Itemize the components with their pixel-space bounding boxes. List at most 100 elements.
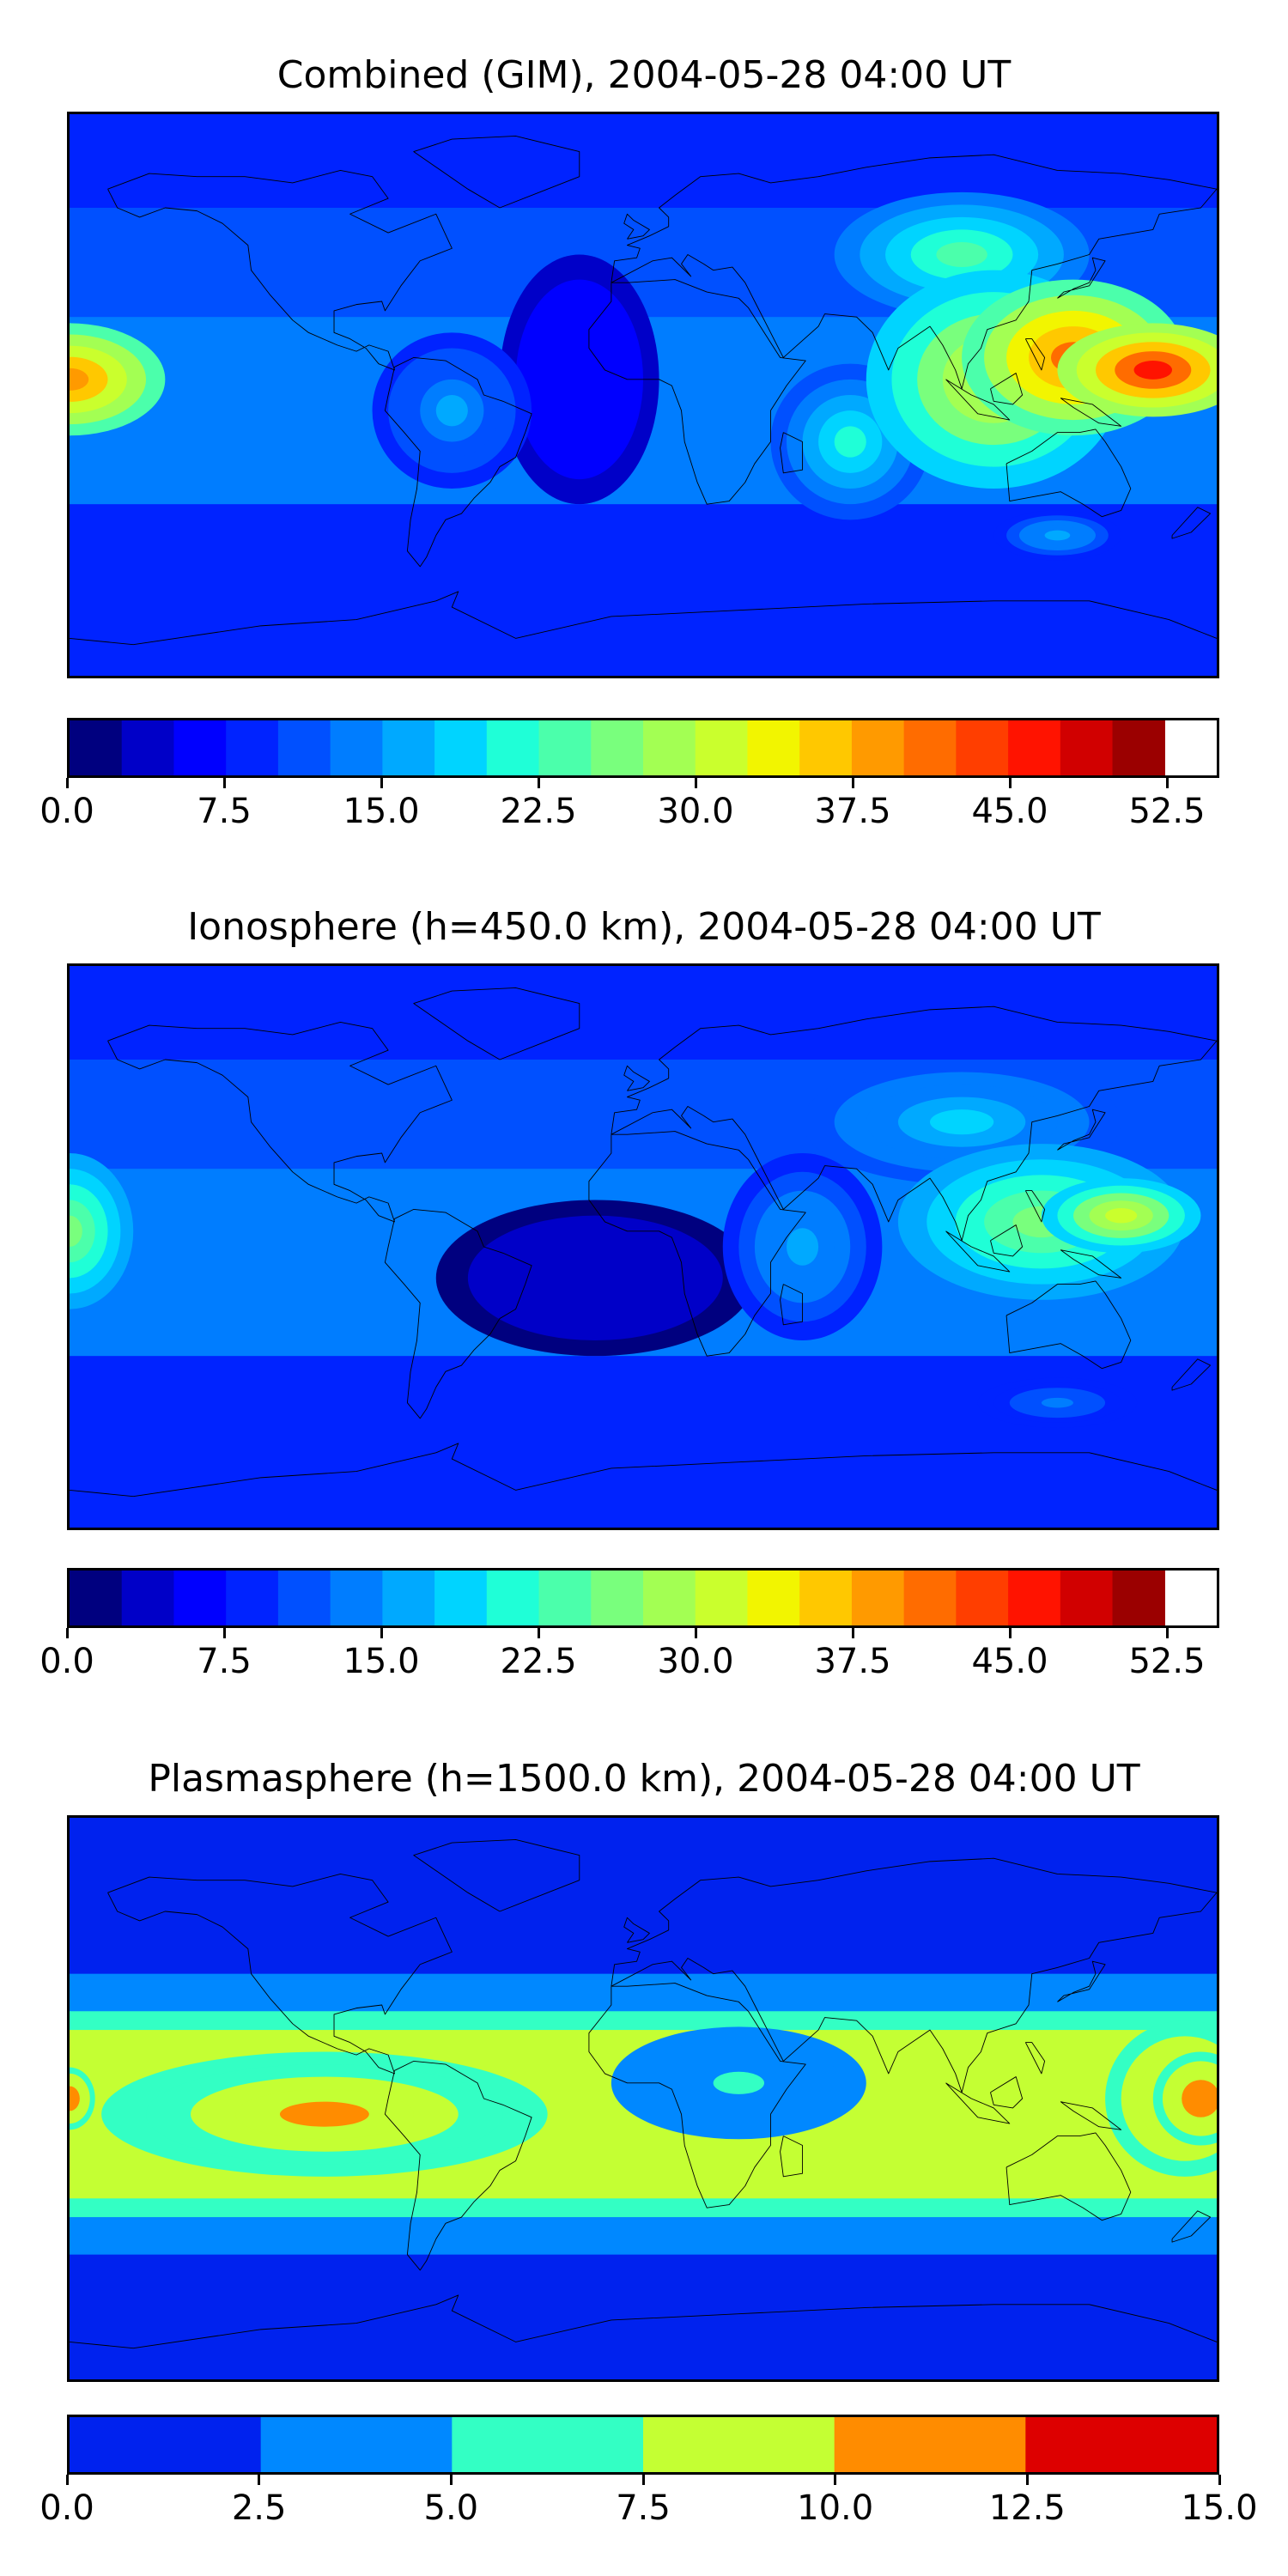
colorbar-tick-label: 30.0 [657,792,734,831]
colorbar-tick [222,1628,226,1638]
colorbar-swatch [747,1571,800,1625]
coastline [991,2077,1023,2108]
coastline [1060,398,1121,427]
colorbar-tick-label: 45.0 [971,792,1048,831]
coastline [781,1285,803,1325]
contour-fill [70,1215,82,1247]
chart-title: Combined (GIM), 2004-05-28 04:00 UT [276,53,1012,97]
colorbar-tick [851,778,854,788]
contour-fill [1044,530,1071,541]
colorbar-tick [694,778,697,788]
colorbar-swatch [173,1571,227,1625]
contour-fill [70,368,89,391]
colorbar-tick [380,1628,383,1638]
colorbar-tick-label: 5.0 [423,2488,479,2528]
colorbar-tick-label: 22.5 [500,792,577,831]
colorbar-swatch [226,1571,279,1625]
coastline [991,374,1023,404]
colorbar-ionosphere [67,1568,1219,1628]
colorbar-tick-label: 15.0 [343,1642,420,1681]
coastline [589,280,805,505]
coastline [1172,507,1211,538]
colorbar-tick [1165,1628,1169,1638]
colorbar-swatch [1025,2417,1217,2472]
contour-fill [834,426,866,458]
colorbar-tick [65,1628,69,1638]
colorbar-tick-label: 10.0 [797,2488,874,2528]
coastline [1006,1281,1131,1369]
coastline [108,1874,453,2074]
colorbar-tick-label: 37.5 [814,792,891,831]
colorbar-swatch [956,1571,1009,1625]
contour-fill [713,2071,765,2094]
colorbar-swatches [70,720,1165,775]
contour-fill [1191,2089,1211,2108]
colorbar-swatch [434,720,488,775]
coastline [781,2136,803,2177]
coastline [624,1066,650,1091]
coastline [1172,2211,1211,2242]
coastline [946,380,1010,420]
colorbar-swatch [903,1571,957,1625]
colorbar-tick-label: 2.5 [231,2488,287,2528]
coastline [611,1858,1217,2093]
tec-map [70,114,1217,676]
colorbar-tick-label: 52.5 [1128,1642,1206,1681]
colorbar-tick-label: 7.5 [197,1642,252,1681]
colorbar-swatch [851,1571,905,1625]
contour-fill [936,241,987,268]
colorbar-tick [65,778,69,788]
colorbar-swatch [486,1571,540,1625]
colorbar-tick-label: 0.0 [39,1642,94,1681]
coastline [1025,1191,1044,1222]
coastline [1025,339,1044,370]
coastline [385,2061,532,2269]
tec-map [70,1818,1217,2379]
colorbar-tick [1008,1628,1012,1638]
colorbar-tick [851,1628,854,1638]
colorbar-ticks: 0.0 7.5 15.0 22.5 30.0 37.5 45.0 52.5 [39,1628,1219,1681]
colorbar-tick-label: 0.0 [39,2488,94,2528]
colorbar-tick [380,778,383,788]
colorbar-tick [65,2475,69,2485]
colorbar-tick [222,778,226,788]
coastline [781,433,803,473]
colorbar-swatch [695,1571,749,1625]
colorbar-swatch [70,2417,262,2472]
colorbar-swatch [434,1571,488,1625]
colorbar-tick-label: 30.0 [657,1642,734,1681]
chart-title: Ionosphere (h=450.0 km), 2004-05-28 04:0… [187,905,1101,949]
contour-fill [1041,1397,1073,1408]
coastline [589,1132,805,1357]
colorbar-swatches [70,1571,1165,1625]
colorbar-swatch [1060,1571,1114,1625]
contour-fill [1133,361,1173,380]
colorbar-swatch [834,2417,1027,2472]
contour-fill [563,1262,628,1294]
coastline [70,1443,1217,1497]
colorbar-swatch [330,1571,384,1625]
coastline [414,1839,580,1911]
colorbar-tick-label: 0.0 [39,792,94,831]
colorbar-swatch [1008,1571,1061,1625]
colorbar-tick-label: 15.0 [343,792,420,831]
coastline [1006,429,1131,517]
colorbar-swatch [643,720,696,775]
coastline [385,357,532,566]
colorbar-plasmasphere [67,2415,1219,2475]
coastline [70,2295,1217,2348]
colorbar-tick [537,1628,540,1638]
coastline [108,170,453,370]
contour-fill [787,1228,819,1266]
colorbar-tick-label: 45.0 [971,1642,1048,1681]
colorbar-swatch [643,2417,835,2472]
colorbar-swatch [695,720,749,775]
colorbar-swatch [799,1571,853,1625]
colorbar-swatch [591,720,644,775]
colorbar-tick-label: 52.5 [1128,792,1206,831]
colorbar-tick [641,2475,645,2485]
colorbar-ticks: 0.0 7.5 15.0 22.5 30.0 37.5 45.0 52.5 [39,778,1219,831]
colorbar-swatch [452,2417,644,2472]
colorbar-tick [1025,2475,1029,2485]
colorbar-swatch [277,1571,331,1625]
